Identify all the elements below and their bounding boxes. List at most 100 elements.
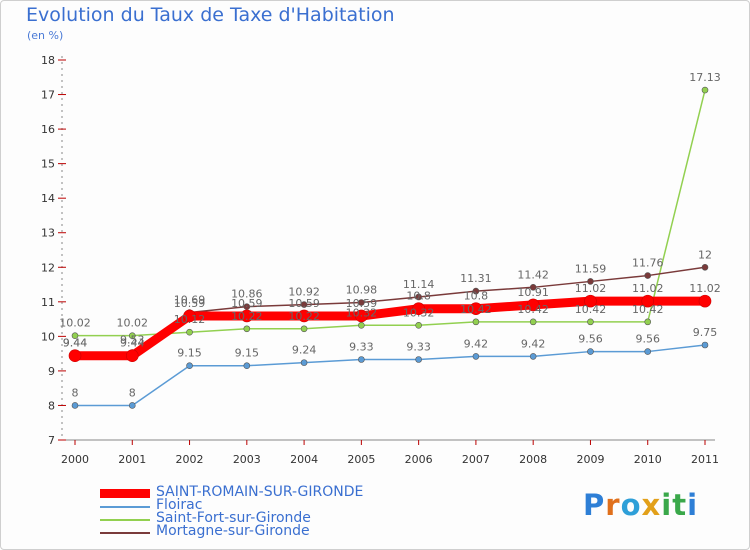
legend-label: SAINT-ROMAIN-SUR-GIRONDE — [156, 484, 364, 500]
data-point — [71, 332, 79, 339]
data-point — [297, 309, 311, 323]
data-point — [644, 272, 652, 279]
data-point — [186, 362, 193, 370]
legend-label: Floirac — [156, 497, 203, 513]
data-point — [128, 332, 136, 339]
data-label: 10.98 — [346, 284, 378, 297]
x-tick-label: 2008 — [519, 453, 547, 466]
data-label: 9.24 — [292, 344, 317, 357]
y-tick-label: 17 — [41, 89, 55, 102]
y-tick-label: 15 — [41, 158, 55, 171]
data-point — [415, 293, 422, 301]
data-point — [412, 302, 425, 316]
data-label: 10.32 — [346, 306, 378, 319]
y-tick-label: 11 — [41, 296, 55, 309]
data-point — [240, 309, 254, 323]
y-tick-label: 12 — [41, 261, 55, 274]
x-tick-label: 2004 — [290, 453, 318, 466]
data-label: 11.59 — [575, 262, 607, 275]
y-tick-label: 14 — [41, 192, 55, 205]
data-label: 10.91 — [517, 286, 549, 299]
data-point — [701, 263, 709, 271]
data-label: 8 — [72, 386, 79, 399]
data-point — [529, 318, 537, 326]
proxiti-logo: Proxiti — [583, 488, 698, 522]
data-point — [300, 301, 308, 308]
logo-letter: o — [620, 488, 642, 522]
legend-swatch — [100, 506, 150, 508]
data-point — [472, 353, 480, 360]
data-point — [300, 359, 308, 366]
x-tick-label: 2002 — [176, 453, 204, 466]
data-point — [243, 362, 251, 370]
x-tick-label: 2000 — [61, 453, 89, 466]
chart-subtitle: (en %) — [27, 29, 64, 42]
data-point — [243, 325, 251, 333]
data-point — [243, 303, 251, 310]
x-tick-label: 2001 — [118, 453, 146, 466]
data-label: 10.59 — [346, 297, 378, 310]
data-label: 10.02 — [117, 317, 149, 330]
y-tick-label: 8 — [48, 399, 55, 412]
data-label: 11.02 — [575, 282, 607, 295]
y-tick-label: 16 — [41, 123, 55, 136]
data-label: 17.13 — [689, 71, 721, 84]
data-point — [472, 287, 480, 295]
data-point — [529, 284, 537, 291]
data-label: 10.92 — [288, 286, 320, 299]
x-tick-label: 2007 — [462, 453, 490, 466]
data-label: 10.8 — [464, 290, 489, 303]
data-point — [469, 302, 483, 316]
data-point — [698, 294, 712, 308]
data-point — [529, 353, 537, 360]
data-label: 9.15 — [177, 347, 202, 360]
data-label: 10.59 — [231, 297, 263, 310]
data-point — [183, 309, 196, 323]
x-tick-label: 2009 — [576, 453, 604, 466]
data-label: 9.44 — [63, 337, 88, 350]
data-point — [587, 318, 594, 326]
data-label: 10.22 — [288, 310, 320, 323]
x-tick-label: 2011 — [691, 453, 719, 466]
axes: 7 8 9 10 11 12 13 14 15 16 17 18 2000 2001 2002 2003 200… — [41, 54, 719, 466]
data-point — [526, 298, 540, 312]
data-label: 9.44 — [120, 337, 145, 350]
data-label: 10.42 — [517, 303, 549, 316]
data-label: 11.76 — [632, 257, 664, 270]
series-line — [70, 296, 710, 361]
data-point — [587, 348, 594, 355]
legend-label: Saint-Fort-sur-Gironde — [156, 510, 311, 526]
data-label: 9.15 — [235, 347, 260, 360]
data-label: 9.44 — [63, 337, 88, 350]
data-point — [355, 309, 368, 323]
y-tick-label: 18 — [41, 54, 55, 67]
data-point — [701, 341, 709, 349]
data-label: 9.56 — [635, 333, 660, 346]
legend-swatch — [100, 489, 150, 498]
data-label: 10.32 — [403, 306, 435, 319]
data-point — [68, 349, 82, 363]
data-point — [358, 322, 365, 329]
data-label: 9.75 — [693, 326, 718, 339]
x-tick-label: 2006 — [405, 453, 433, 466]
data-label: 10.59 — [288, 297, 320, 310]
data-label: 10.86 — [231, 288, 263, 301]
data-label: 11.14 — [403, 278, 435, 291]
data-label: 11.02 — [689, 282, 721, 295]
y-tick-label: 13 — [41, 227, 55, 240]
x-tick-label: 2003 — [233, 453, 261, 466]
series-line — [74, 344, 706, 407]
series-line — [74, 89, 706, 337]
data-point — [644, 318, 652, 326]
data-label: 10.42 — [632, 303, 664, 316]
data-label: 10.59 — [174, 297, 206, 310]
y-tick-label: 7 — [48, 434, 55, 447]
legend-swatch — [100, 519, 150, 521]
data-point — [358, 356, 365, 363]
legend-swatch — [100, 532, 150, 534]
data-label: 9.53 — [120, 334, 145, 347]
data-label: 10.22 — [231, 310, 263, 323]
data-label: 10.8 — [406, 290, 431, 303]
